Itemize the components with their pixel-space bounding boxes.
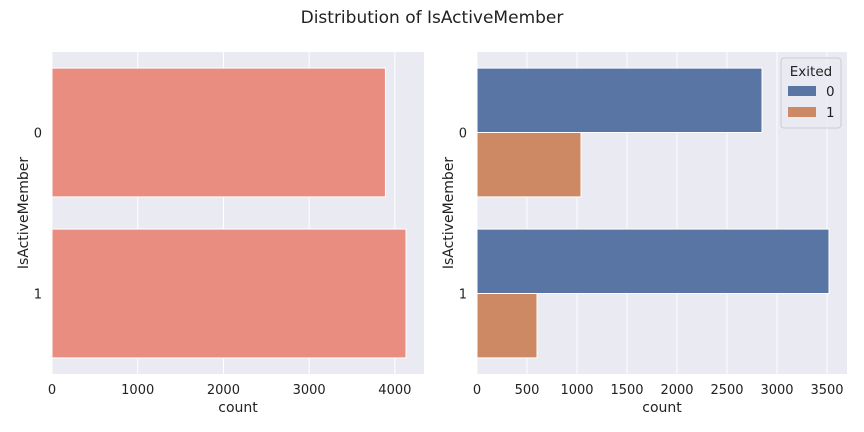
right-chart-bar-exited-0-member-1 [476, 228, 830, 295]
right-chart-x-tick-label: 1000 [560, 383, 593, 398]
left-chart-y-tick-label: 0 [34, 127, 42, 142]
legend: Exited 0 1 [780, 57, 842, 129]
left-chart-y-tick-label: 1 [34, 288, 42, 303]
right-chart-x-tick-label: 3500 [810, 383, 843, 398]
left-chart-x-tick-label: 3000 [293, 383, 326, 398]
left-chart-bar-member-0 [51, 67, 386, 198]
right-chart-x-tick-label: 500 [515, 383, 540, 398]
legend-title: Exited [790, 64, 832, 80]
right-chart-x-tick-label: 3000 [760, 383, 793, 398]
right-chart-x-tick-label: 2000 [660, 383, 693, 398]
left-chart: 0 1000 2000 3000 4000 01 count IsActiveMembe… [16, 52, 424, 416]
left-chart-x-axis-label: count [218, 400, 258, 416]
legend-swatch-exited-1 [788, 107, 816, 117]
left-chart-y-ticks: 01 [34, 127, 42, 303]
legend-label-exited-1: 1 [826, 105, 835, 121]
right-chart-bar-exited-0-member-0 [476, 67, 763, 133]
right-chart-x-axis-label: count [642, 400, 682, 416]
left-chart-x-tick-label: 2000 [207, 383, 240, 398]
right-chart-y-axis-label: IsActiveMember [441, 157, 457, 270]
left-chart-x-ticks: 0 1000 2000 3000 4000 [48, 383, 412, 398]
left-chart-bar-member-1 [51, 228, 407, 359]
left-chart-bars [51, 67, 407, 359]
right-chart-y-ticks: 01 [459, 127, 467, 303]
right-chart-y-tick-label: 0 [459, 127, 467, 142]
right-chart-y-tick-label: 1 [459, 288, 467, 303]
right-chart: 0 500 1000 1500 2000 2500 3000 3500 01 count Is… [441, 52, 847, 416]
right-chart-bar-exited-1-member-0 [476, 132, 582, 198]
left-chart-x-tick-label: 4000 [378, 383, 411, 398]
left-chart-x-tick-label: 1000 [121, 383, 154, 398]
legend-label-exited-0: 0 [826, 84, 835, 100]
figure-title: Distribution of IsActiveMember [301, 8, 564, 28]
right-chart-x-ticks: 0 500 1000 1500 2000 2500 3000 3500 [473, 383, 844, 398]
legend-swatch-exited-0 [788, 86, 816, 96]
right-chart-bars [476, 67, 830, 359]
right-chart-x-tick-label: 1500 [610, 383, 643, 398]
left-chart-y-axis-label: IsActiveMember [16, 157, 32, 270]
left-chart-x-tick-label: 0 [48, 383, 56, 398]
right-chart-x-tick-label: 2500 [710, 383, 743, 398]
right-chart-bar-exited-1-member-1 [476, 293, 538, 359]
right-chart-x-tick-label: 0 [473, 383, 481, 398]
